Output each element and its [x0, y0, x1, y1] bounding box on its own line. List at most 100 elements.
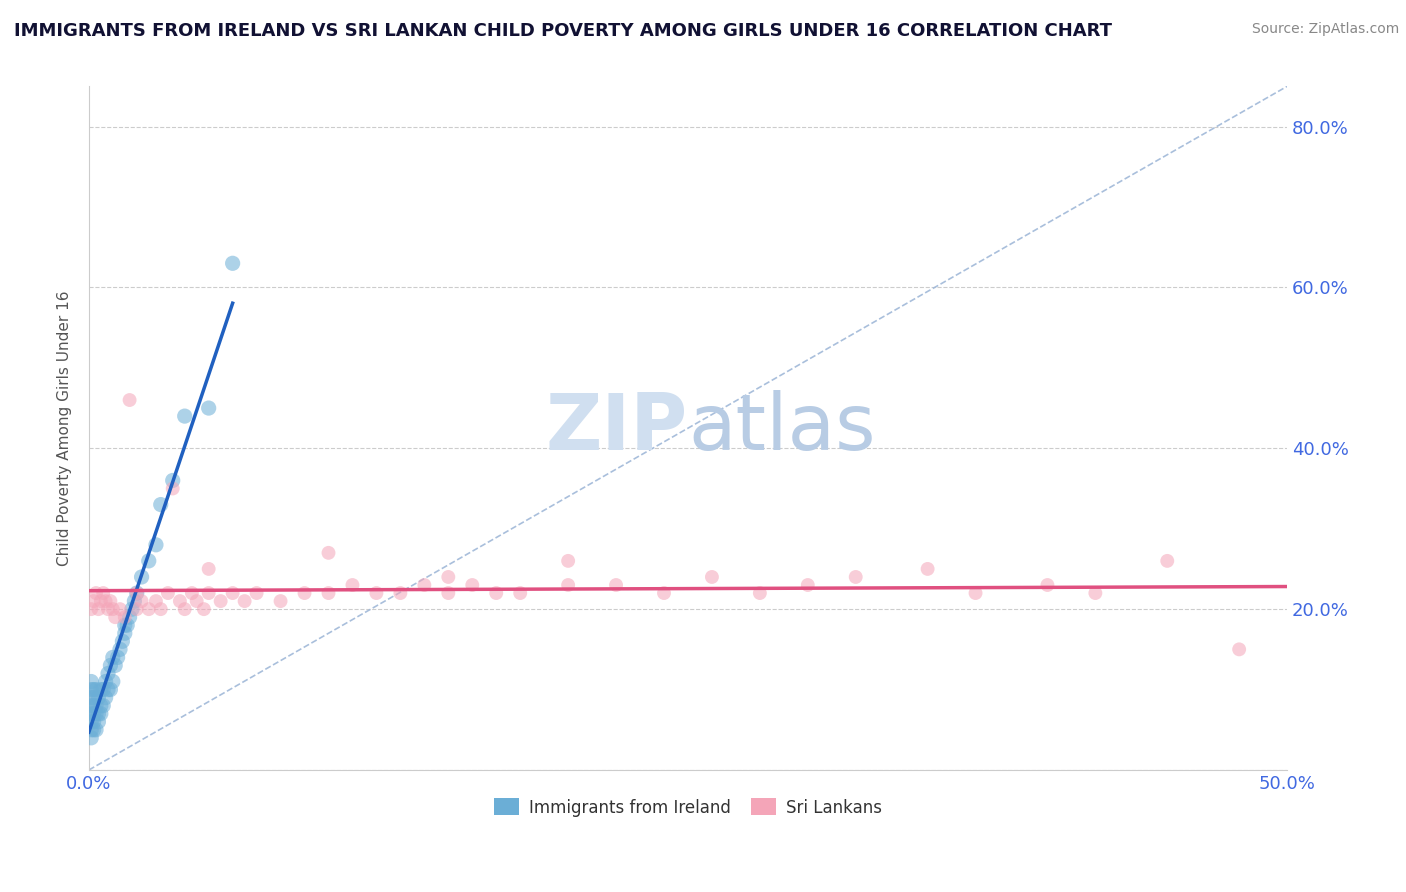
Point [118, 392, 141, 407]
Point [83, 682, 105, 697]
Point [83, 690, 105, 705]
Point [101, 650, 124, 665]
Text: IMMIGRANTS FROM IRELAND VS SRI LANKAN CHILD POVERTY AMONG GIRLS UNDER 16 CORRELA: IMMIGRANTS FROM IRELAND VS SRI LANKAN CH… [14, 22, 1112, 40]
Point [149, 602, 172, 616]
Point [108, 642, 131, 657]
Point [173, 409, 195, 423]
Point [94, 594, 117, 608]
Point [193, 602, 215, 616]
Point [197, 562, 219, 576]
Point [221, 256, 243, 270]
Point [83, 723, 105, 737]
Point [111, 634, 134, 648]
Point [845, 570, 868, 584]
Y-axis label: Child Poverty Among Girls Under 16: Child Poverty Among Girls Under 16 [58, 291, 72, 566]
Point [83, 706, 105, 721]
Point [1084, 586, 1107, 600]
Text: ZIP: ZIP [546, 390, 688, 467]
Point [87, 706, 110, 721]
Point [917, 562, 939, 576]
Point [748, 586, 770, 600]
Point [138, 554, 160, 568]
Point [84, 586, 107, 600]
Point [797, 578, 820, 592]
Point [246, 586, 269, 600]
Point [557, 554, 579, 568]
Point [342, 578, 364, 592]
Point [131, 594, 153, 608]
Point [1227, 642, 1250, 657]
Point [318, 586, 340, 600]
Point [413, 578, 436, 592]
Point [114, 610, 136, 624]
Point [221, 586, 243, 600]
Point [94, 690, 117, 705]
Point [461, 578, 484, 592]
Point [197, 401, 219, 415]
Point [1156, 554, 1178, 568]
Point [80, 714, 103, 729]
Point [87, 690, 110, 705]
Point [125, 602, 148, 616]
Text: Source: ZipAtlas.com: Source: ZipAtlas.com [1251, 22, 1399, 37]
Point [80, 731, 103, 745]
Point [80, 690, 103, 705]
Point [125, 586, 148, 600]
Point [87, 602, 110, 616]
Point [84, 698, 107, 713]
Point [84, 682, 107, 697]
Point [509, 586, 531, 600]
Point [115, 618, 138, 632]
Point [652, 586, 675, 600]
Point [149, 498, 172, 512]
Point [90, 594, 112, 608]
Point [83, 594, 105, 608]
Point [169, 594, 191, 608]
Point [94, 674, 117, 689]
Point [84, 706, 107, 721]
Point [80, 682, 103, 697]
Point [80, 602, 103, 616]
Point [162, 474, 184, 488]
Point [97, 602, 120, 616]
Point [485, 586, 508, 600]
Text: atlas: atlas [688, 390, 876, 467]
Point [294, 586, 316, 600]
Point [118, 610, 141, 624]
Legend: Immigrants from Ireland, Sri Lankans: Immigrants from Ireland, Sri Lankans [488, 792, 889, 823]
Point [104, 658, 127, 673]
Point [90, 698, 112, 713]
Point [80, 674, 103, 689]
Point [80, 698, 103, 713]
Point [180, 586, 202, 600]
Point [131, 570, 153, 584]
Point [114, 618, 136, 632]
Point [83, 714, 105, 729]
Point [197, 586, 219, 600]
Point [437, 586, 460, 600]
Point [437, 570, 460, 584]
Point [605, 578, 627, 592]
Point [145, 538, 167, 552]
Point [90, 706, 112, 721]
Point [389, 586, 412, 600]
Point [101, 674, 124, 689]
Point [1036, 578, 1059, 592]
Point [91, 586, 114, 600]
Point [121, 602, 143, 616]
Point [100, 658, 122, 673]
Point [156, 586, 179, 600]
Point [125, 586, 148, 600]
Point [91, 698, 114, 713]
Point [209, 594, 232, 608]
Point [108, 602, 131, 616]
Point [91, 682, 114, 697]
Point [366, 586, 388, 600]
Point [84, 723, 107, 737]
Point [100, 682, 122, 697]
Point [104, 610, 127, 624]
Point [97, 682, 120, 697]
Point [233, 594, 256, 608]
Point [270, 594, 292, 608]
Point [557, 578, 579, 592]
